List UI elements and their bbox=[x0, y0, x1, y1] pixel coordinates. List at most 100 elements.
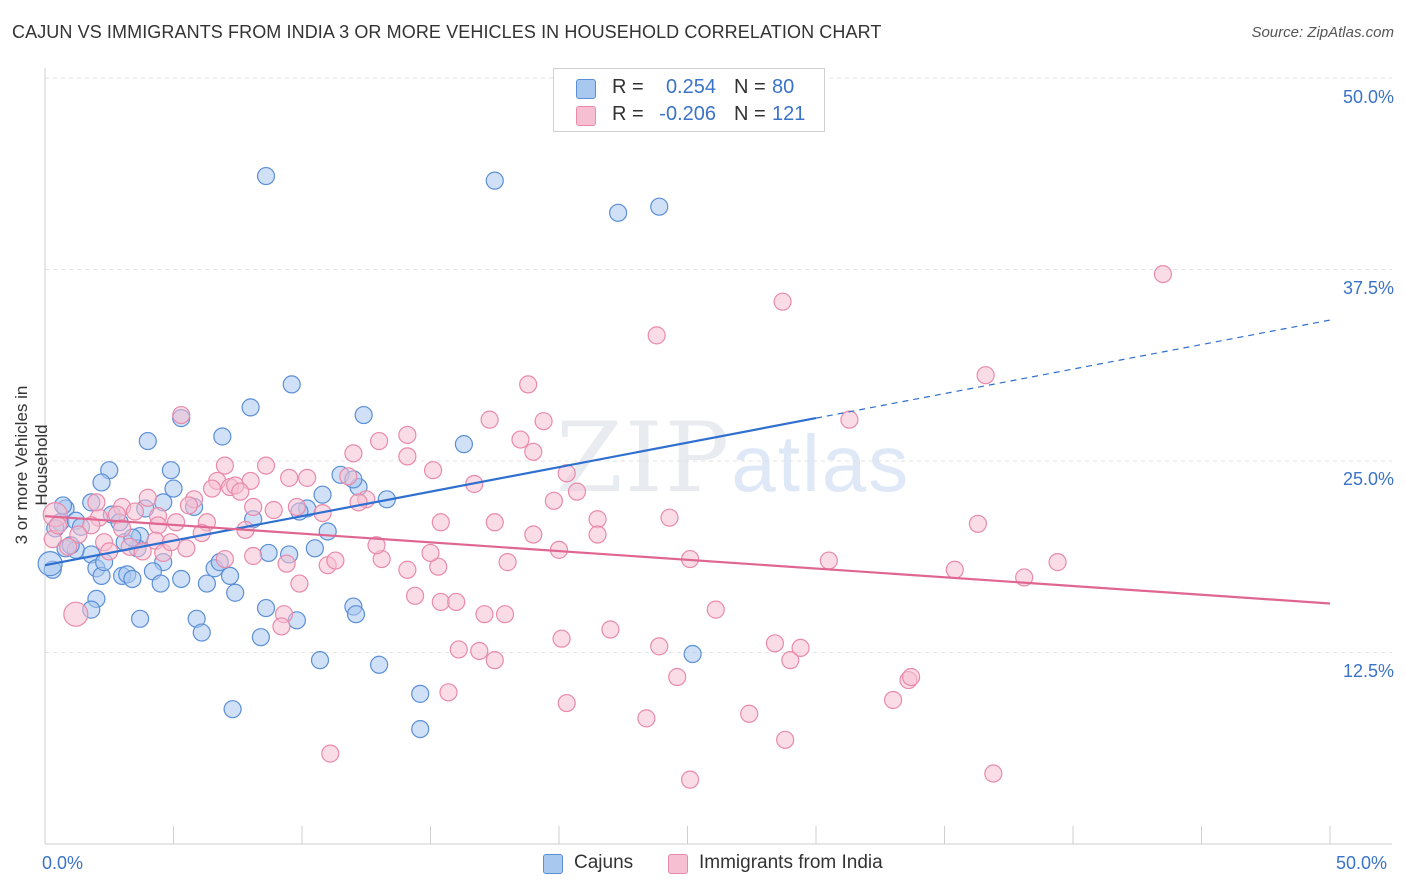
india-point bbox=[215, 456, 234, 475]
cajun-point bbox=[485, 171, 504, 190]
india-point bbox=[449, 640, 468, 659]
india-point bbox=[148, 516, 168, 535]
cajun-point bbox=[411, 719, 430, 739]
india-trend-line bbox=[44, 515, 1331, 605]
cajun-point bbox=[138, 431, 157, 451]
cajun-point bbox=[192, 623, 211, 642]
india-point bbox=[511, 430, 530, 449]
india-point bbox=[69, 525, 88, 544]
india-point bbox=[398, 425, 417, 445]
india-point bbox=[264, 500, 283, 520]
india-point bbox=[398, 447, 417, 466]
cajun-point bbox=[197, 574, 217, 593]
india-point bbox=[429, 557, 448, 576]
cajun-point bbox=[313, 485, 332, 504]
india-point bbox=[367, 536, 386, 555]
india-point bbox=[172, 405, 191, 425]
india-point bbox=[1153, 264, 1173, 284]
india-point bbox=[298, 468, 317, 487]
india-point bbox=[557, 693, 576, 713]
india-point bbox=[601, 620, 620, 639]
india-point bbox=[138, 488, 157, 507]
india-point bbox=[272, 617, 291, 636]
india-point bbox=[244, 497, 263, 517]
cajun-point bbox=[609, 203, 628, 222]
india-point bbox=[112, 519, 132, 538]
india-point bbox=[280, 468, 299, 487]
cajun-point bbox=[370, 655, 389, 674]
india-point bbox=[524, 525, 543, 544]
r-value: 0.254 bbox=[665, 76, 716, 98]
india-point bbox=[349, 493, 368, 512]
cajun-point bbox=[256, 166, 276, 186]
cajun-point bbox=[354, 405, 373, 425]
india-point bbox=[776, 730, 795, 749]
india-point bbox=[231, 482, 250, 501]
cajun-point bbox=[213, 427, 232, 446]
cajun-point bbox=[310, 651, 330, 670]
cajun-point bbox=[151, 574, 170, 593]
cajun-point bbox=[172, 569, 191, 589]
india-point bbox=[202, 479, 222, 498]
cajun-point bbox=[123, 569, 142, 589]
legend-label: Immigrants from India bbox=[699, 852, 883, 873]
india-point bbox=[125, 502, 145, 521]
india-point bbox=[901, 667, 921, 687]
india-point bbox=[791, 638, 810, 658]
cajuns-legend-swatch bbox=[543, 854, 563, 874]
india-point bbox=[984, 764, 1003, 783]
india-point bbox=[706, 600, 725, 619]
india-point bbox=[945, 560, 964, 579]
r-value: -0.206 bbox=[659, 103, 716, 125]
y-axis-label: 3 or more Vehicles in Household bbox=[12, 385, 51, 545]
n-label: N = bbox=[734, 76, 766, 98]
cajun-point bbox=[305, 539, 324, 558]
india-point bbox=[82, 516, 101, 535]
india-point bbox=[637, 709, 656, 728]
india-point bbox=[421, 543, 440, 563]
cajun-point bbox=[223, 700, 242, 719]
cajun-point bbox=[256, 598, 276, 618]
cajun-point bbox=[683, 644, 702, 664]
y-tick-label: 37.5% bbox=[1342, 278, 1394, 298]
india-point bbox=[405, 586, 425, 605]
india-point bbox=[498, 553, 517, 572]
legend-item-india[interactable]: Immigrants from India bbox=[668, 852, 908, 876]
r-label: R = bbox=[612, 103, 644, 125]
n-value: 80 bbox=[772, 76, 795, 98]
chart-title: CAJUN VS IMMIGRANTS FROM INDIA 3 OR MORE… bbox=[12, 22, 882, 42]
india-point bbox=[588, 525, 607, 544]
india-point bbox=[552, 629, 571, 648]
india-point bbox=[668, 667, 687, 687]
india-point bbox=[439, 683, 458, 702]
n-label: N = bbox=[734, 103, 766, 125]
india-point bbox=[63, 601, 89, 627]
india-point bbox=[485, 651, 504, 670]
india-point bbox=[968, 514, 988, 533]
cajun-point bbox=[259, 543, 278, 563]
india-point bbox=[544, 491, 563, 510]
cajun-point bbox=[282, 375, 301, 394]
india-point bbox=[287, 497, 306, 517]
y-tick-label: 12.5% bbox=[1342, 661, 1394, 681]
cajun-point bbox=[92, 473, 111, 492]
india-point bbox=[447, 592, 466, 612]
india-point bbox=[1048, 553, 1067, 572]
india-point bbox=[179, 496, 199, 515]
india-point bbox=[819, 551, 838, 570]
india-point bbox=[423, 461, 443, 480]
stats-legend-row-india: R = -0.206 N = 121 bbox=[554, 101, 824, 129]
india-point bbox=[277, 554, 296, 573]
cajun-point bbox=[454, 435, 474, 454]
legend-item-cajuns[interactable]: Cajuns bbox=[543, 852, 643, 876]
india-point bbox=[519, 375, 538, 394]
legend-label: Cajuns bbox=[574, 852, 634, 873]
india-point bbox=[339, 467, 358, 486]
source-label: Source: ZipAtlas.com bbox=[1251, 24, 1394, 41]
india-point bbox=[650, 637, 669, 656]
india-point bbox=[215, 549, 234, 569]
india-point bbox=[883, 690, 903, 710]
n-value: 121 bbox=[772, 103, 806, 125]
cajun-point bbox=[241, 398, 260, 417]
cajun-point bbox=[411, 684, 430, 703]
